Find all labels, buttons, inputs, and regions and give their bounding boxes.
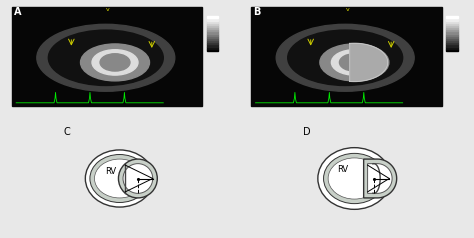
Bar xyxy=(207,23,219,25)
Text: RV: RV xyxy=(105,167,116,176)
Bar xyxy=(447,36,458,38)
Ellipse shape xyxy=(288,30,402,85)
Ellipse shape xyxy=(37,24,175,91)
Text: LV: LV xyxy=(381,170,390,179)
Bar xyxy=(447,49,458,51)
Ellipse shape xyxy=(328,158,381,199)
Bar xyxy=(207,27,219,29)
Bar xyxy=(447,44,458,47)
Text: r₁: r₁ xyxy=(139,184,145,190)
Bar xyxy=(207,47,219,49)
Bar xyxy=(207,34,219,36)
Ellipse shape xyxy=(81,44,149,81)
Text: r₁: r₁ xyxy=(376,184,381,190)
Ellipse shape xyxy=(48,30,163,85)
Bar xyxy=(207,38,219,40)
Polygon shape xyxy=(364,159,397,198)
Bar xyxy=(207,25,219,27)
Text: D: D xyxy=(303,127,310,137)
Bar xyxy=(447,34,458,36)
Ellipse shape xyxy=(85,150,154,207)
Bar xyxy=(251,7,442,106)
Bar xyxy=(207,16,219,18)
Bar xyxy=(447,20,458,23)
Ellipse shape xyxy=(94,159,145,198)
Ellipse shape xyxy=(90,154,149,203)
Text: RV: RV xyxy=(337,165,348,174)
Circle shape xyxy=(123,164,153,193)
Bar xyxy=(447,31,458,34)
Bar xyxy=(207,20,219,23)
Text: LV: LV xyxy=(141,171,151,180)
Text: C: C xyxy=(64,127,70,137)
Bar xyxy=(207,42,219,44)
Bar xyxy=(447,38,458,40)
Bar xyxy=(447,27,458,29)
Ellipse shape xyxy=(320,44,389,81)
Ellipse shape xyxy=(92,50,138,75)
Ellipse shape xyxy=(100,54,130,71)
Bar xyxy=(207,40,219,42)
Bar xyxy=(207,31,219,34)
Text: r: r xyxy=(143,171,146,177)
Text: v: v xyxy=(106,7,110,12)
Text: B: B xyxy=(253,7,261,17)
Bar xyxy=(447,47,458,49)
Bar xyxy=(447,29,458,31)
Bar xyxy=(447,40,458,42)
Ellipse shape xyxy=(276,24,414,91)
Text: r: r xyxy=(379,171,382,177)
Ellipse shape xyxy=(324,153,385,204)
Bar xyxy=(447,42,458,44)
Bar xyxy=(447,18,458,20)
Bar xyxy=(207,36,219,38)
Text: v: v xyxy=(346,7,349,12)
Text: e: e xyxy=(376,172,380,177)
Bar xyxy=(447,23,458,25)
Bar xyxy=(207,49,219,51)
Polygon shape xyxy=(368,164,392,193)
Polygon shape xyxy=(349,43,388,81)
Ellipse shape xyxy=(331,50,377,75)
Circle shape xyxy=(118,159,157,198)
Bar xyxy=(207,44,219,47)
Bar xyxy=(207,29,219,31)
Bar xyxy=(207,18,219,20)
Text: A: A xyxy=(14,7,21,17)
Ellipse shape xyxy=(318,148,391,209)
Bar xyxy=(447,16,458,18)
Ellipse shape xyxy=(339,54,369,71)
Bar xyxy=(447,25,458,27)
Bar xyxy=(11,7,202,106)
